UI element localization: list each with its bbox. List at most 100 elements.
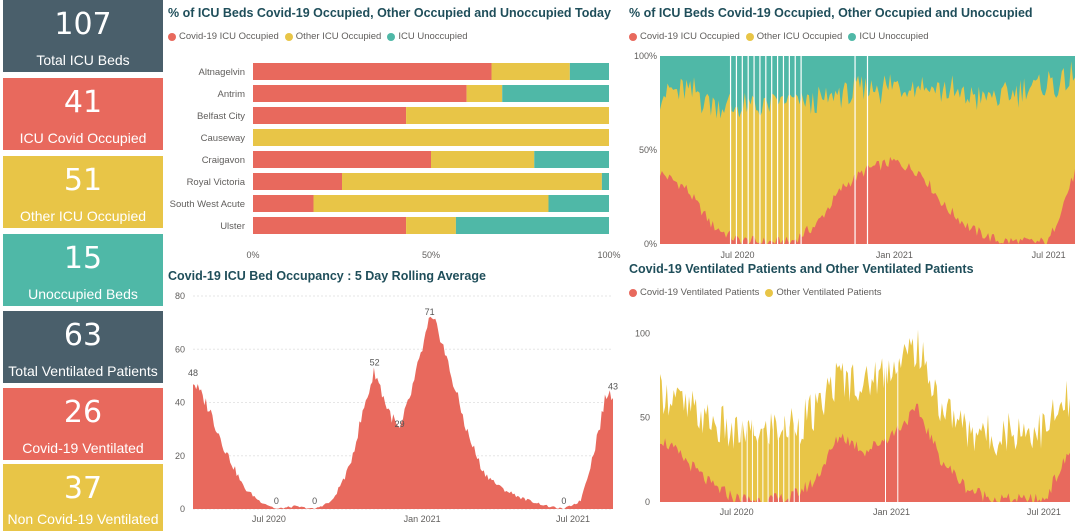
y-tick-label: 80 — [175, 291, 185, 301]
y-tick-label: 50 — [640, 413, 650, 423]
legend-item[interactable]: ICU Unoccupied — [848, 31, 929, 42]
bar-segment — [455, 217, 609, 234]
legend-item[interactable]: Covid-19 ICU Occupied — [168, 31, 279, 42]
y-tick-label: 100% — [634, 51, 657, 61]
x-tick-label: Jul 2020 — [720, 507, 754, 517]
kpi-value: 63 — [63, 318, 103, 353]
hospital-occupancy-bar-chart: Altnagelvin Antrim Belfast City Causeway Cra… — [170, 63, 621, 260]
bar-segment — [253, 173, 342, 190]
x-tick-label: Jan 2021 — [404, 514, 441, 524]
bar-segment — [502, 85, 609, 102]
bar-segment — [534, 151, 609, 168]
legend-item[interactable]: Other ICU Occupied — [284, 31, 382, 42]
legend-item[interactable]: Other Ventilated Patients — [765, 287, 881, 298]
ventilated-area-chart: 0 50 100 Jul 2020 Jan 2021 Jul 2021 — [635, 328, 1070, 517]
kpi-label: ICU Covid Occupied — [19, 130, 147, 146]
kpi-label: Covid-19 Ventilated — [22, 440, 144, 456]
bar-segment — [253, 217, 407, 234]
y-tick-label: 40 — [175, 398, 185, 408]
kpi-label: Total ICU Beds — [36, 52, 130, 68]
bar-segment — [491, 63, 570, 80]
bar-segment — [342, 173, 602, 190]
x-tick-label: 0% — [246, 250, 259, 260]
x-tick-label: Jul 2021 — [1032, 250, 1066, 260]
bar-segment — [569, 63, 609, 80]
legend-label: Covid-19 ICU Occupied — [640, 31, 740, 42]
category-label: Royal Victoria — [187, 177, 246, 188]
legend-item[interactable]: Covid-19 ICU Occupied — [629, 31, 740, 42]
x-tick-label: Jul 2020 — [252, 514, 286, 524]
category-label: Ulster — [220, 221, 245, 232]
bar-segment — [406, 217, 456, 234]
bar-segment — [253, 151, 431, 168]
kpi-total-icu-beds: 107 Total ICU Beds — [3, 0, 163, 72]
legend-dot — [765, 288, 774, 297]
data-label: 0 — [312, 496, 317, 506]
bar-segment — [466, 85, 503, 102]
bar-segment — [253, 107, 407, 124]
y-tick-label: 100 — [635, 328, 650, 338]
kpi-label: Unoccupied Beds — [28, 286, 138, 302]
y-tick-label: 0 — [180, 504, 185, 514]
chart-title-today: % of ICU Beds Covid-19 Occupied, Other O… — [168, 6, 611, 20]
bar-segment — [253, 85, 467, 102]
data-label: 29 — [395, 419, 405, 429]
bar-segment — [406, 107, 609, 124]
data-label: 71 — [425, 307, 435, 317]
kpi-non-covid-ventilated: 37 Non Covid-19 Ventilated — [3, 464, 163, 531]
legend-item[interactable]: Covid-19 Ventilated Patients — [629, 287, 759, 298]
area-covid-rolling — [193, 316, 613, 509]
kpi-other-icu-occupied: 51 Other ICU Occupied — [3, 156, 163, 228]
legend-dot — [387, 32, 396, 41]
y-tick-label: 0% — [644, 239, 657, 249]
category-label: Craigavon — [202, 155, 245, 166]
bar-segment — [431, 151, 535, 168]
legend-label: Other ICU Occupied — [756, 31, 843, 42]
bar-segment — [253, 63, 492, 80]
kpi-label: Non Covid-19 Ventilated — [7, 511, 159, 527]
kpi-label: Other ICU Occupied — [19, 208, 147, 224]
legend-label: Other ICU Occupied — [295, 31, 382, 42]
x-tick-label: Jul 2021 — [556, 514, 590, 524]
data-label: 0 — [561, 496, 566, 506]
chart-title-rolling: Covid-19 ICU Bed Occupancy : 5 Day Rolli… — [168, 269, 486, 283]
category-label: Antrim — [218, 89, 246, 100]
y-tick-label: 50% — [639, 145, 657, 155]
kpi-unoccupied-beds: 15 Unoccupied Beds — [3, 234, 163, 306]
area-covid-ventilated — [660, 403, 1070, 502]
bar-segment — [548, 195, 609, 212]
kpi-value: 107 — [54, 7, 112, 42]
x-tick-label: Jan 2021 — [873, 507, 910, 517]
data-label: 52 — [370, 358, 380, 368]
legend-label: Covid-19 ICU Occupied — [179, 31, 279, 42]
x-tick-label: Jan 2021 — [876, 250, 913, 260]
legend-item[interactable]: Other ICU Occupied — [745, 31, 843, 42]
legend-item[interactable]: ICU Unoccupied — [387, 31, 468, 42]
kpi-value: 41 — [63, 85, 103, 120]
legend-today: Covid-19 ICU Occupied Other ICU Occupied… — [168, 31, 474, 42]
legend-ventilated: Covid-19 Ventilated Patients Other Venti… — [629, 287, 887, 298]
category-label: South West Acute — [170, 199, 245, 210]
legend-dot — [629, 288, 637, 297]
kpi-value: 15 — [63, 241, 103, 276]
bar-segment — [601, 173, 609, 190]
bar-segment — [253, 129, 609, 146]
y-tick-label: 0 — [645, 497, 650, 507]
category-label: Altnagelvin — [199, 67, 245, 78]
kpi-total-ventilated: 63 Total Ventilated Patients — [3, 311, 163, 383]
category-label: Belfast City — [197, 111, 245, 122]
legend-label: ICU Unoccupied — [398, 31, 468, 42]
rolling-average-area-chart: 0 20 40 60 80 48 0 0 52 29 71 0 43 Jul 2020 Jan 2021 Ju… — [175, 291, 618, 524]
legend-label: Covid-19 Ventilated Patients — [640, 287, 760, 298]
legend-pct-history: Covid-19 ICU Occupied Other ICU Occupied… — [629, 31, 935, 42]
legend-dot — [745, 32, 754, 41]
kpi-value: 51 — [63, 163, 103, 198]
x-tick-label: 100% — [597, 250, 620, 260]
data-label: 48 — [188, 368, 198, 378]
legend-dot — [629, 32, 637, 41]
kpi-value: 26 — [63, 395, 103, 430]
chart-title-pct-history: % of ICU Beds Covid-19 Occupied, Other O… — [629, 6, 1033, 20]
legend-label: Other Ventilated Patients — [776, 287, 882, 298]
kpi-covid-ventilated: 26 Covid-19 Ventilated — [3, 388, 163, 460]
x-tick-label: Jul 2020 — [721, 250, 755, 260]
